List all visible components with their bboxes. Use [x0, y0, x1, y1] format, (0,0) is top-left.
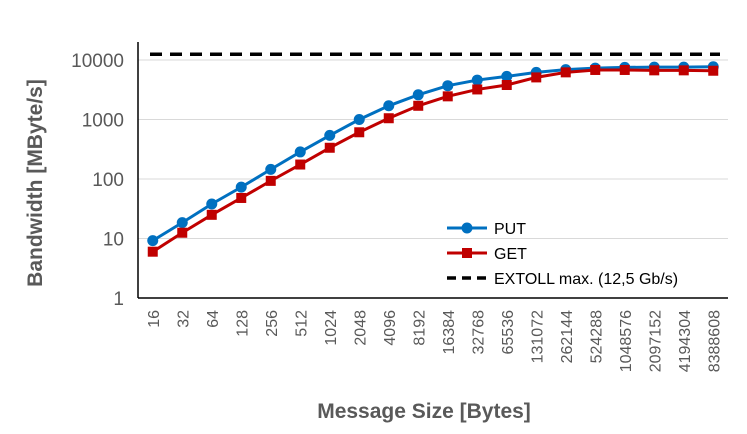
- x-tick-label: 1048576: [618, 310, 635, 372]
- x-tick-label: 262144: [559, 310, 576, 363]
- x-tick-label: 8192: [411, 310, 428, 346]
- point-put: [294, 146, 306, 158]
- axes: [137, 42, 728, 299]
- point-put: [353, 114, 365, 125]
- point-get: [147, 246, 158, 257]
- point-get: [531, 72, 542, 83]
- x-tick-label: 8388608: [706, 310, 723, 372]
- point-get: [472, 84, 483, 95]
- point-get: [442, 91, 453, 102]
- y-axis-ticks: 1 10 100 1000 10000: [71, 51, 124, 310]
- point-put: [206, 198, 218, 210]
- point-get: [501, 80, 512, 91]
- x-tick-label: 1024: [323, 310, 340, 346]
- x-tick-label: 128: [234, 310, 251, 337]
- point-get: [649, 65, 660, 76]
- point-put: [471, 74, 483, 86]
- point-put: [147, 235, 159, 247]
- y-tick-label: 10: [103, 230, 124, 251]
- point-get: [324, 142, 335, 153]
- x-tick-label: 2097152: [647, 310, 664, 372]
- series-layer: [147, 52, 720, 257]
- point-put: [265, 163, 277, 175]
- legend: PUT GET EXTOLL max. (12,5 Gb/s): [447, 221, 678, 288]
- point-put: [442, 80, 454, 92]
- point-get: [590, 64, 601, 75]
- point-get: [295, 159, 306, 170]
- point-get: [354, 127, 365, 138]
- point-get: [708, 65, 719, 76]
- legend-label: GET: [494, 246, 527, 263]
- legend-label: EXTOLL max. (12,5 Gb/s): [494, 271, 678, 288]
- point-get: [560, 67, 571, 78]
- y-tick-label: 1000: [82, 111, 124, 132]
- x-tick-label: 16: [146, 310, 163, 328]
- point-get: [678, 65, 689, 76]
- y-tick-label: 100: [92, 170, 124, 191]
- point-get: [265, 175, 276, 186]
- point-get: [413, 100, 424, 111]
- point-get: [236, 192, 247, 203]
- x-axis-ticks: 16 32 64 128 256 512 1024 2048 4096 8192 16384 3276…: [146, 310, 724, 372]
- grid-lines: [138, 59, 728, 299]
- series-line-put: [151, 65, 714, 242]
- point-put: [324, 129, 336, 141]
- point-get: [177, 227, 188, 238]
- series-line-get: [151, 68, 714, 253]
- x-tick-label: 512: [293, 310, 310, 337]
- legend-marker: [461, 222, 473, 234]
- point-put: [176, 217, 188, 229]
- x-tick-label: 131072: [529, 310, 546, 363]
- point-put: [235, 181, 247, 193]
- x-tick-label: 16384: [441, 310, 458, 355]
- legend-label: PUT: [494, 221, 526, 238]
- x-tick-label: 32768: [470, 310, 487, 355]
- point-put: [383, 100, 395, 112]
- y-tick-label: 10000: [71, 51, 124, 72]
- x-tick-label: 2048: [352, 310, 369, 346]
- x-tick-label: 32: [175, 310, 192, 328]
- x-tick-label: 524288: [588, 310, 605, 363]
- x-tick-label: 4096: [382, 310, 399, 346]
- x-tick-label: 65536: [500, 310, 517, 355]
- x-tick-label: 4194304: [677, 310, 694, 372]
- x-tick-label: 64: [205, 310, 222, 328]
- point-get: [619, 64, 630, 75]
- legend-marker: [462, 248, 472, 258]
- x-axis-title: Message Size [Bytes]: [317, 400, 531, 423]
- y-axis-title: Bandwidth [MByte/s]: [24, 79, 47, 287]
- x-tick-label: 256: [264, 310, 281, 337]
- point-put: [501, 70, 513, 82]
- point-get: [206, 209, 217, 220]
- y-tick-label: 1: [113, 289, 124, 310]
- point-put: [412, 89, 424, 101]
- point-get: [383, 113, 394, 124]
